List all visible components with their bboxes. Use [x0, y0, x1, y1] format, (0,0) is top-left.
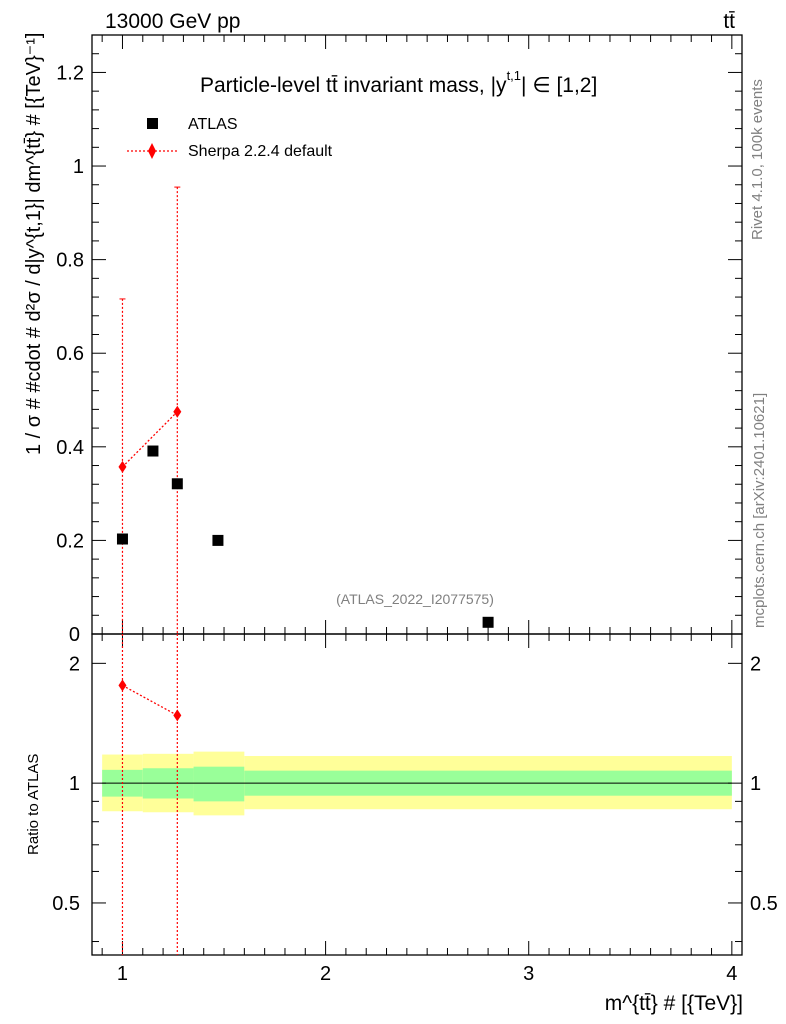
- sherpa-point: [173, 405, 182, 418]
- ratio-ylabel: Ratio to ATLAS: [25, 754, 42, 855]
- legend-sherpa-label: Sherpa 2.2.4 default: [188, 143, 333, 160]
- process-label: tt̄: [723, 10, 735, 33]
- plot-title-suffix: | ∈ [1,2]: [521, 74, 597, 97]
- ratio-ytick-label-right: 0.5: [750, 893, 778, 915]
- analysis-id-label: (ATLAS_2022_I2077575): [336, 591, 494, 607]
- plot-title-main: Particle-level tt̄ invariant mass, |y: [200, 74, 507, 97]
- ratio-ytick-label-left: 0.5: [52, 893, 80, 915]
- sherpa-series-line: [122, 411, 178, 468]
- legend-sherpa-marker: [148, 143, 156, 159]
- main-ytick-label: 0.4: [56, 437, 84, 459]
- legend: ATLAS Sherpa 2.2.4 default: [127, 116, 333, 160]
- plot-title-superscript: t,1: [507, 68, 521, 83]
- atlas-point: [116, 533, 128, 545]
- mcplots-label: mcplots.cern.ch [arXiv:2401.10621]: [751, 393, 768, 628]
- ratio-band-inner: [193, 766, 245, 802]
- energy-label: 13000 GeV pp: [105, 10, 240, 33]
- main-ytick-label: 0.2: [56, 530, 84, 552]
- ratio-data-marks: [118, 634, 182, 955]
- xtick-label: 3: [523, 963, 534, 985]
- ratio-plot-frame: [91, 633, 743, 956]
- atlas-point: [171, 478, 183, 490]
- main-ytick-label: 0.6: [56, 343, 84, 365]
- ratio-sherpa-line: [122, 684, 178, 716]
- atlas-point: [147, 445, 159, 457]
- atlas-point: [482, 616, 494, 628]
- xtick-label: 1: [117, 963, 128, 985]
- main-ytick-label: 1.2: [56, 62, 84, 84]
- xtick-label: 4: [726, 963, 737, 985]
- ratio-ytick-label-right: 2: [750, 653, 761, 675]
- ratio-ytick-label-right: 1: [750, 773, 761, 795]
- ratio-frame-border: [91, 633, 743, 956]
- ratio-axis-ticks: 1 2 3 4 0.5 0.5 1 1 2 2: [52, 634, 778, 985]
- rivet-label: Rivet 4.1.0, 100k events: [749, 79, 766, 240]
- ratio-ytick-label-left: 2: [69, 653, 80, 675]
- main-ytick-label: 0.8: [56, 250, 84, 272]
- main-ylabel: 1 / σ # #cdot # d²σ / d|y^{t,1}| dm^{tt̄…: [23, 33, 45, 455]
- plot-title: Particle-level tt̄ invariant mass, |yt,1…: [200, 68, 597, 97]
- ratio-sherpa-point: [118, 679, 127, 692]
- ratio-ytick-label-left: 1: [69, 773, 80, 795]
- ratio-sherpa-point: [173, 709, 182, 722]
- xlabel: m^{tt̄} # [{TeV}]: [605, 992, 743, 1015]
- main-ytick-label: 1: [73, 156, 84, 178]
- atlas-point: [212, 534, 224, 546]
- sherpa-point: [118, 460, 127, 473]
- legend-atlas-marker: [147, 118, 158, 129]
- ratio-uncertainty-bands: [102, 751, 732, 816]
- main-ytick-label-zero: 0: [69, 624, 80, 646]
- main-data-marks: [116, 186, 494, 634]
- xtick-label: 2: [320, 963, 331, 985]
- legend-atlas-label: ATLAS: [188, 116, 238, 133]
- main-axis-ticks: 0.2 0.4 0.6 0.8 1 1.2 0: [56, 34, 742, 646]
